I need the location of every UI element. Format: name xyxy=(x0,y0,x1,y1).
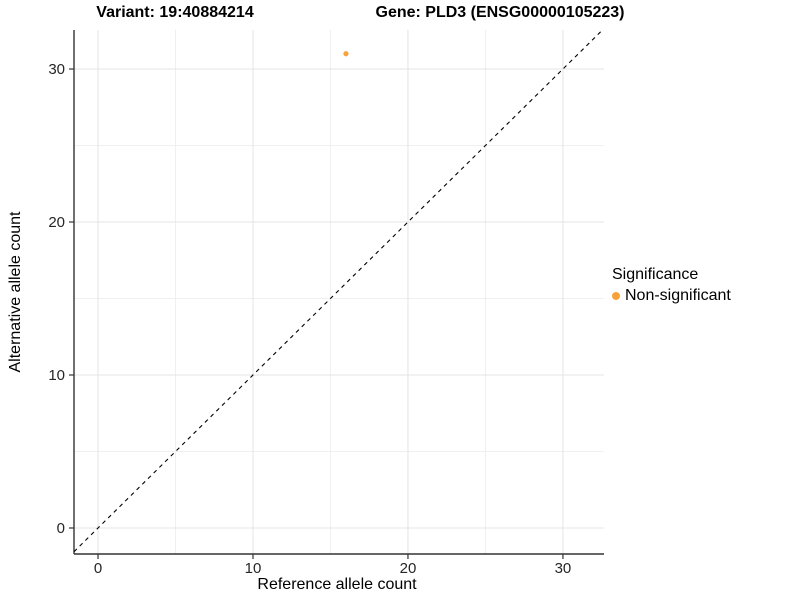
x-tick-label: 10 xyxy=(245,560,262,577)
x-axis-label: Reference allele count xyxy=(257,576,417,593)
x-tick-label: 0 xyxy=(94,560,102,577)
legend-item-label: Non-significant xyxy=(625,287,731,304)
y-tick-label: 20 xyxy=(48,214,65,231)
y-axis-label: Alternative allele count xyxy=(7,211,24,373)
legend-item: Non-significant xyxy=(612,287,731,305)
y-tick-label: 30 xyxy=(48,61,65,78)
x-tick-label: 20 xyxy=(400,560,417,577)
identity-dashed-line xyxy=(73,29,603,553)
legend: Significance Non-significant xyxy=(612,266,731,305)
variant-title: Variant: 19:40884214 xyxy=(96,4,254,21)
x-tick-label: 30 xyxy=(555,560,572,577)
data-point xyxy=(343,51,349,57)
gene-title: Gene: PLD3 (ENSG00000105223) xyxy=(375,4,625,21)
legend-title: Significance xyxy=(612,266,699,283)
y-tick-label: 10 xyxy=(48,367,65,384)
y-tick-label: 0 xyxy=(57,520,65,537)
legend-point-icon xyxy=(612,292,620,300)
